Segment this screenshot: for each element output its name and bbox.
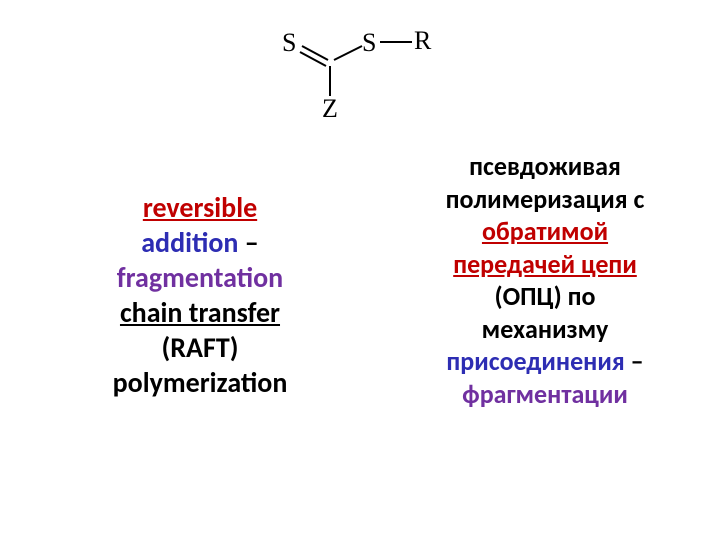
atom-r: R	[414, 26, 431, 56]
en-line-6: polymerization	[70, 365, 330, 400]
bond-svg	[0, 0, 720, 140]
word-chain-transfer: chain transfer	[120, 295, 280, 330]
word-raft: (RAFT)	[162, 330, 239, 365]
right-column-ru: псевдоживая полимеризация с обратимой пе…	[390, 150, 720, 410]
text-columns: reversible addition – fragmentation chai…	[0, 150, 720, 410]
atom-s1: S	[282, 28, 296, 58]
en-line-2: addition –	[70, 225, 330, 260]
word-addition: addition	[141, 225, 238, 260]
ru-line-3: обратимой	[415, 215, 675, 248]
word-fragmentation: fragmentation	[117, 260, 283, 295]
ru-mechanism: механизму	[482, 313, 609, 345]
ru-line-2: полимеризация с	[415, 183, 675, 216]
dash-1: –	[238, 225, 258, 260]
ru-addition: присоединения	[446, 345, 624, 377]
double-bond-1	[302, 46, 328, 60]
left-column-en: reversible addition – fragmentation chai…	[0, 150, 390, 410]
atom-z: Z	[322, 94, 338, 124]
ru-opc: (ОПЦ)	[494, 280, 561, 312]
word-polymerization: polymerization	[113, 365, 288, 400]
ru-line-1: псевдоживая	[415, 150, 675, 183]
ru-po: по	[562, 280, 596, 312]
chemical-structure: S S R Z	[0, 0, 720, 140]
en-line-4: chain transfer	[70, 295, 330, 330]
word-reversible: reversible	[143, 190, 257, 225]
ru-dash: –	[625, 345, 644, 377]
double-bond-2	[300, 52, 326, 66]
ru-line-7: присоединения –	[415, 345, 675, 378]
en-line-5: (RAFT)	[70, 330, 330, 365]
ru-line-8: фрагментации	[415, 378, 675, 411]
atom-s2: S	[362, 28, 376, 58]
bond-c-s2	[334, 46, 362, 60]
ru-fragmentation: фрагментации	[462, 378, 628, 410]
ru-pseudoliving: псевдоживая	[469, 150, 621, 182]
ru-line-6: механизму	[415, 313, 675, 346]
slide: S S R Z reversible addition – fragmentat…	[0, 0, 720, 540]
ru-chain-transfer: передачей цепи	[453, 248, 637, 280]
ru-line-4: передачей цепи	[415, 248, 675, 281]
ru-reversible: обратимой	[482, 215, 608, 247]
en-line-1: reversible	[70, 190, 330, 225]
ru-polymerization-with: полимеризация с	[446, 183, 645, 215]
en-line-3: fragmentation	[70, 260, 330, 295]
ru-line-5: (ОПЦ) по	[415, 280, 675, 313]
